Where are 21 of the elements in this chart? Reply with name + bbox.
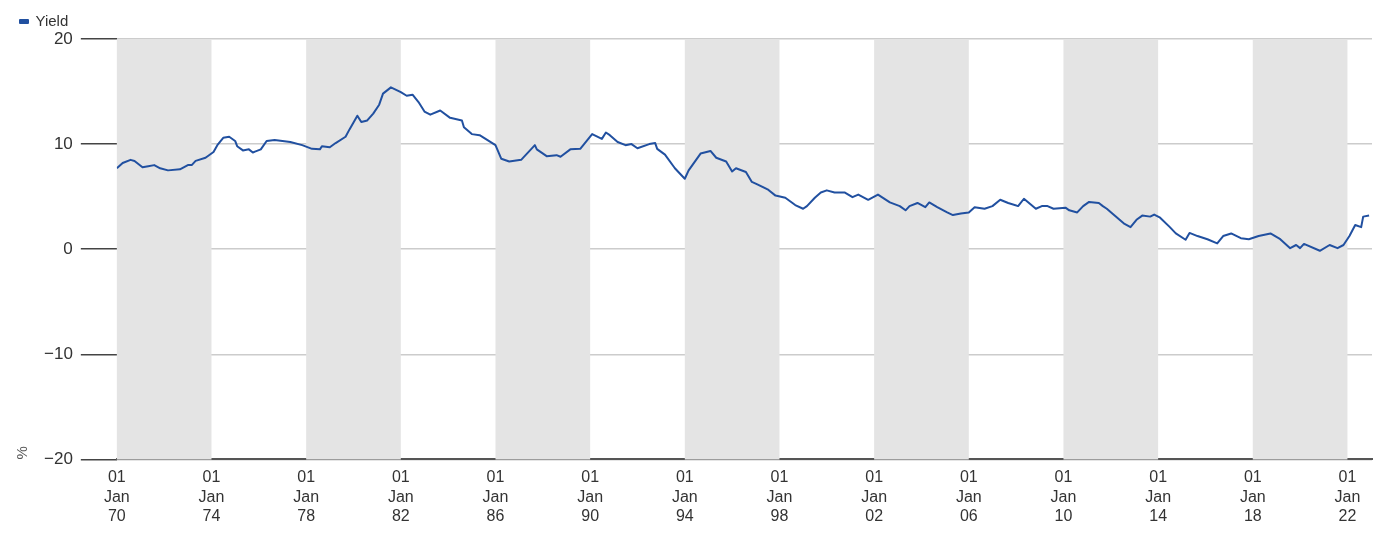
x-tick-label: 01 Jan 94: [671, 468, 698, 524]
x-tick-label: 01 Jan 22: [1334, 468, 1361, 524]
y-tick-label: 20: [53, 28, 73, 48]
x-tick-label: 01 Jan 90: [577, 468, 604, 524]
x-tick-label: 01 Jan 98: [766, 468, 793, 524]
x-tick-label: 01 Jan 02: [861, 468, 888, 524]
x-tick-label: 01 Jan 18: [1239, 468, 1266, 524]
x-tick-label: 01 Jan 10: [1050, 468, 1077, 524]
y-tick-label: 0: [63, 238, 73, 258]
y-tick-label: −10: [43, 343, 73, 363]
y-axis-title: %: [13, 446, 31, 460]
x-tick-label: 01 Jan 78: [293, 468, 320, 524]
x-tick-label: 01 Jan 86: [482, 468, 509, 524]
x-tick-label: 01 Jan 70: [103, 468, 130, 524]
x-tick-label: 01 Jan 74: [198, 468, 225, 524]
y-tick-label: 10: [53, 133, 73, 153]
x-tick-label: 01 Jan 14: [1145, 468, 1172, 524]
x-tick-label: 01 Jan 82: [387, 468, 414, 524]
y-tick-label: −20: [43, 449, 73, 469]
legend-label: Yield: [35, 11, 69, 29]
x-tick-label: 01 Jan 06: [955, 468, 982, 524]
